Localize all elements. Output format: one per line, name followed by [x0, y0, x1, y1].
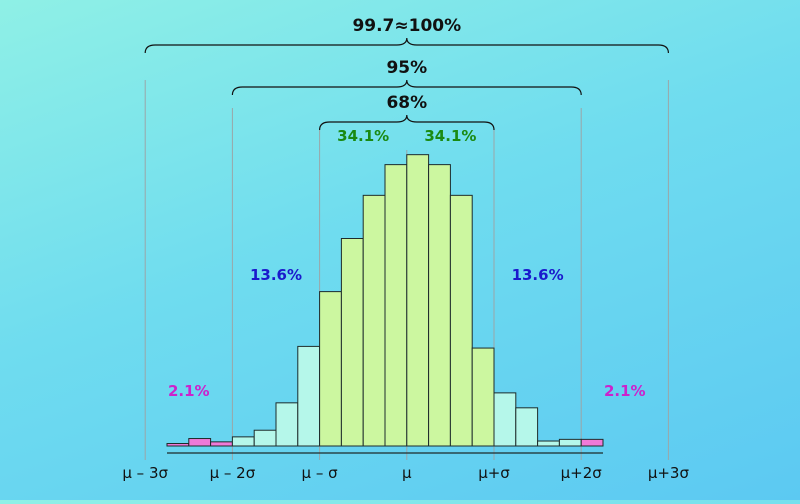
histogram-bar	[449, 194, 473, 447]
range-bracket	[231, 79, 582, 96]
x-tick-label: μ – 3σ	[122, 464, 168, 482]
histogram-bar	[384, 164, 408, 447]
histogram-bar	[231, 436, 255, 447]
histogram-bar	[362, 194, 386, 447]
x-tick-label: μ	[402, 464, 412, 482]
x-tick-label: μ – σ	[302, 464, 339, 482]
histogram-bar	[319, 291, 342, 447]
region-percent-label: 13.6%	[250, 266, 302, 284]
x-tick-label: μ – 2σ	[210, 464, 256, 482]
histogram-bar	[515, 407, 539, 447]
histogram-bar	[340, 238, 364, 447]
bracket-label: 95%	[386, 58, 427, 78]
histogram-bar	[275, 402, 299, 447]
region-percent-label: 2.1%	[168, 382, 210, 400]
region-percent-label: 34.1%	[424, 127, 476, 145]
histogram-bar	[558, 438, 582, 447]
region-percent-label: 13.6%	[512, 266, 564, 284]
range-bracket	[319, 114, 495, 131]
bracket-label: 99.7≈100%	[352, 16, 461, 36]
histogram-bar	[580, 438, 604, 447]
bracket-label: 68%	[386, 93, 427, 113]
histogram-bar	[493, 392, 517, 447]
histogram-bar	[297, 345, 321, 447]
histogram-bar	[210, 441, 233, 447]
histogram-bar	[188, 438, 212, 447]
histogram-bar	[428, 164, 451, 447]
region-percent-label: 2.1%	[604, 382, 646, 400]
histogram-bar	[406, 154, 430, 447]
x-tick-label: μ+σ	[478, 464, 510, 482]
histogram-bar	[253, 429, 277, 447]
histogram-bar	[537, 440, 560, 447]
region-percent-label: 34.1%	[337, 127, 389, 145]
histogram-bar	[471, 347, 495, 447]
range-bracket	[144, 37, 669, 54]
x-tick-label: μ+3σ	[648, 464, 690, 482]
x-tick-label: μ+2σ	[561, 464, 603, 482]
